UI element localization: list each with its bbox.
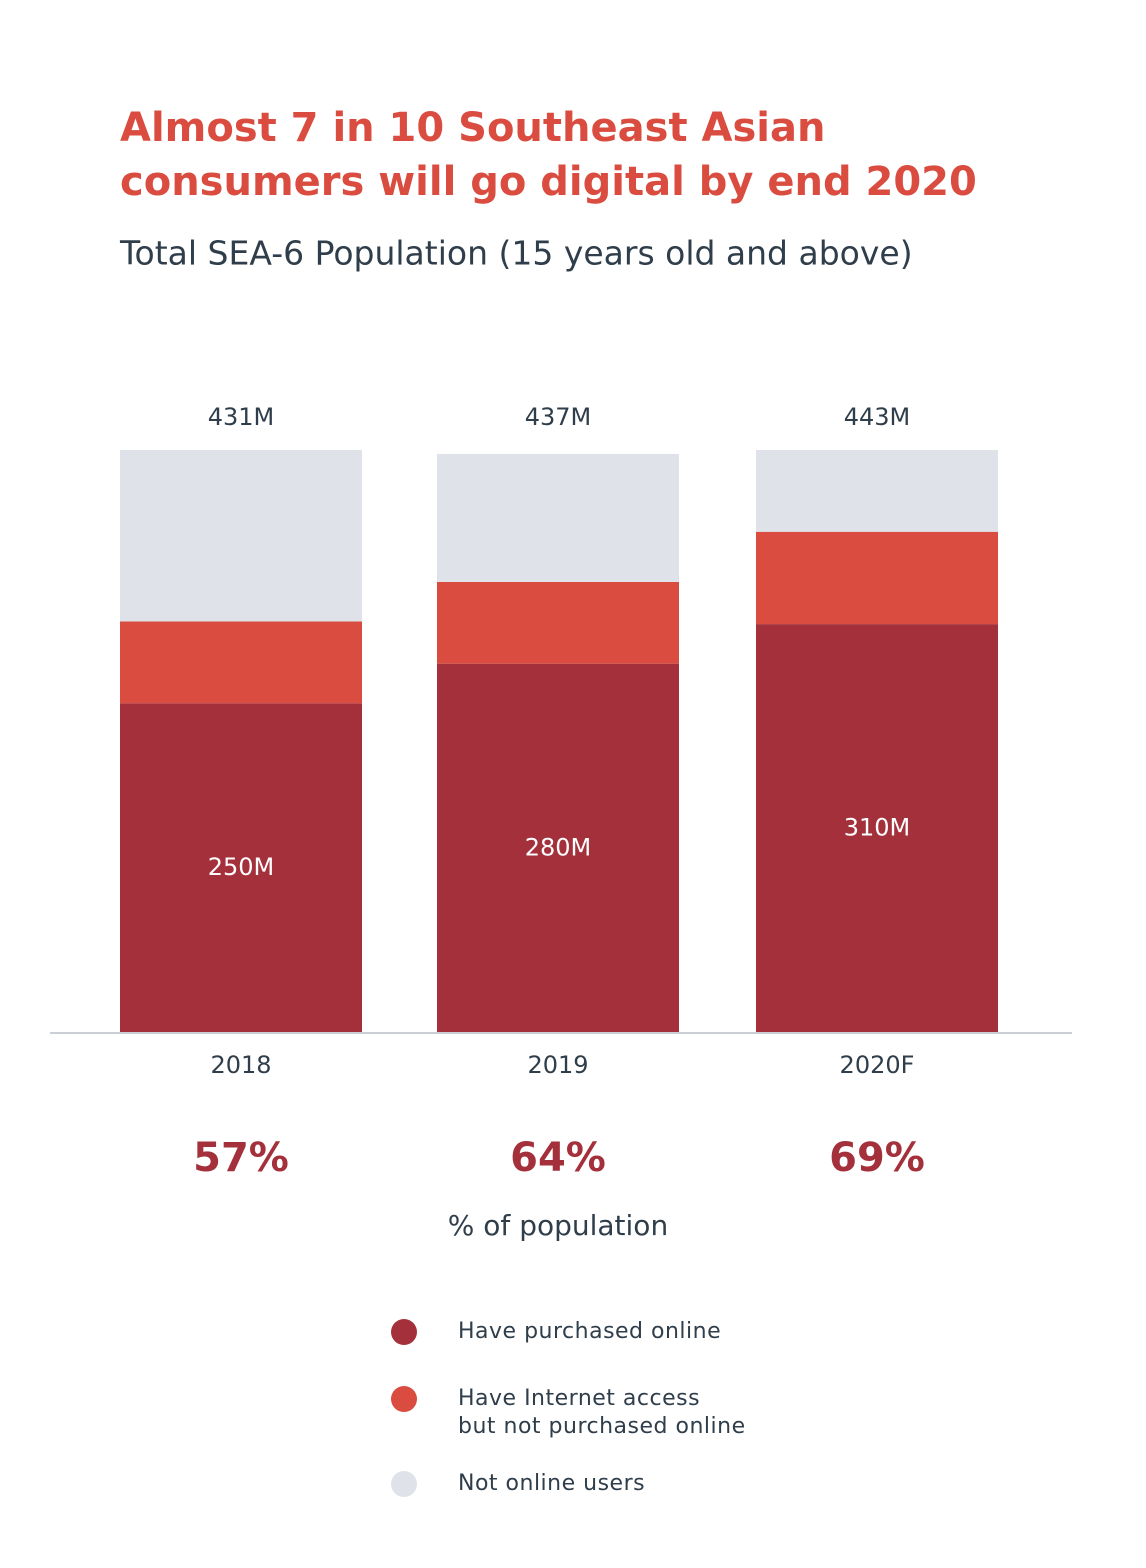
legend-label: Have Internet access but not purchased o…	[458, 1386, 746, 1439]
chart-title: Almost 7 in 10 Southeast Asian consumers …	[120, 105, 977, 205]
chart-subtitle: Total SEA-6 Population (15 years old and…	[119, 234, 913, 273]
legend-label: Not online users	[458, 1471, 646, 1496]
share-label: 64%	[510, 1135, 606, 1181]
total-label: 443M	[844, 403, 911, 431]
value-label: 280M	[525, 833, 592, 861]
value-label: 310M	[844, 814, 911, 842]
legend-swatch	[391, 1386, 417, 1412]
bar-segment	[120, 621, 362, 704]
bar-segment	[437, 663, 679, 1033]
legend-swatch	[391, 1319, 417, 1345]
bar-segment	[437, 453, 679, 582]
legend-label: Have purchased online	[458, 1319, 722, 1344]
bar-segment	[120, 703, 362, 1033]
share-label: 57%	[193, 1135, 289, 1181]
total-label: 437M	[525, 403, 592, 431]
x-tick-label: 2019	[527, 1051, 588, 1079]
bar-segment	[756, 531, 998, 625]
shares-label: % of population	[448, 1209, 668, 1242]
legend-swatch	[391, 1471, 417, 1497]
share-label: 69%	[829, 1135, 925, 1181]
bar-segment	[756, 450, 998, 532]
bar-segment	[437, 581, 679, 664]
total-label: 431M	[208, 403, 275, 431]
bar-segment	[120, 450, 362, 622]
bar-segment	[756, 624, 998, 1033]
x-tick-label: 2018	[210, 1051, 271, 1079]
x-tick-label: 2020F	[840, 1051, 915, 1079]
value-label: 250M	[208, 853, 275, 881]
